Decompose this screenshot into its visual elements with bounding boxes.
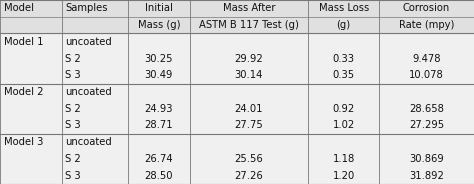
- Text: 1.20: 1.20: [333, 171, 355, 181]
- Text: S 3: S 3: [65, 121, 81, 130]
- Text: uncoated: uncoated: [65, 37, 112, 47]
- Text: Mass Loss: Mass Loss: [319, 3, 369, 13]
- Text: S 2: S 2: [65, 54, 81, 63]
- Text: 29.92: 29.92: [235, 54, 263, 63]
- Text: Model 2: Model 2: [4, 87, 43, 97]
- Text: (g): (g): [337, 20, 351, 30]
- Text: 1.02: 1.02: [333, 121, 355, 130]
- Text: 25.56: 25.56: [235, 154, 263, 164]
- Text: Corrosion: Corrosion: [403, 3, 450, 13]
- Text: Rate (mpy): Rate (mpy): [399, 20, 454, 30]
- Text: 26.74: 26.74: [145, 154, 173, 164]
- Text: 28.50: 28.50: [145, 171, 173, 181]
- Text: Model 3: Model 3: [4, 137, 43, 147]
- Text: 27.295: 27.295: [409, 121, 444, 130]
- Text: 30.869: 30.869: [409, 154, 444, 164]
- Text: 0.92: 0.92: [333, 104, 355, 114]
- Text: 9.478: 9.478: [412, 54, 441, 63]
- Text: 0.33: 0.33: [333, 54, 355, 63]
- Text: 30.14: 30.14: [235, 70, 263, 80]
- Text: Samples: Samples: [65, 3, 108, 13]
- Text: 27.75: 27.75: [235, 121, 263, 130]
- Text: S 2: S 2: [65, 154, 81, 164]
- Text: Model: Model: [4, 3, 34, 13]
- Text: 1.18: 1.18: [333, 154, 355, 164]
- Text: uncoated: uncoated: [65, 137, 112, 147]
- Text: S 3: S 3: [65, 70, 81, 80]
- Bar: [0, 0, 474, 33]
- Text: Mass After: Mass After: [223, 3, 275, 13]
- Text: 0.35: 0.35: [333, 70, 355, 80]
- Text: 31.892: 31.892: [409, 171, 444, 181]
- Text: 28.658: 28.658: [409, 104, 444, 114]
- Text: Mass (g): Mass (g): [137, 20, 180, 30]
- Text: 27.26: 27.26: [235, 171, 263, 181]
- Text: S 2: S 2: [65, 104, 81, 114]
- Text: Model 1: Model 1: [4, 37, 43, 47]
- Text: 30.49: 30.49: [145, 70, 173, 80]
- Text: 24.93: 24.93: [145, 104, 173, 114]
- Text: Initial: Initial: [145, 3, 173, 13]
- Text: 28.71: 28.71: [145, 121, 173, 130]
- Text: ASTM B 117 Test (g): ASTM B 117 Test (g): [199, 20, 299, 30]
- Text: S 3: S 3: [65, 171, 81, 181]
- Text: 30.25: 30.25: [145, 54, 173, 63]
- Text: 24.01: 24.01: [235, 104, 263, 114]
- Text: 10.078: 10.078: [409, 70, 444, 80]
- Text: uncoated: uncoated: [65, 87, 112, 97]
